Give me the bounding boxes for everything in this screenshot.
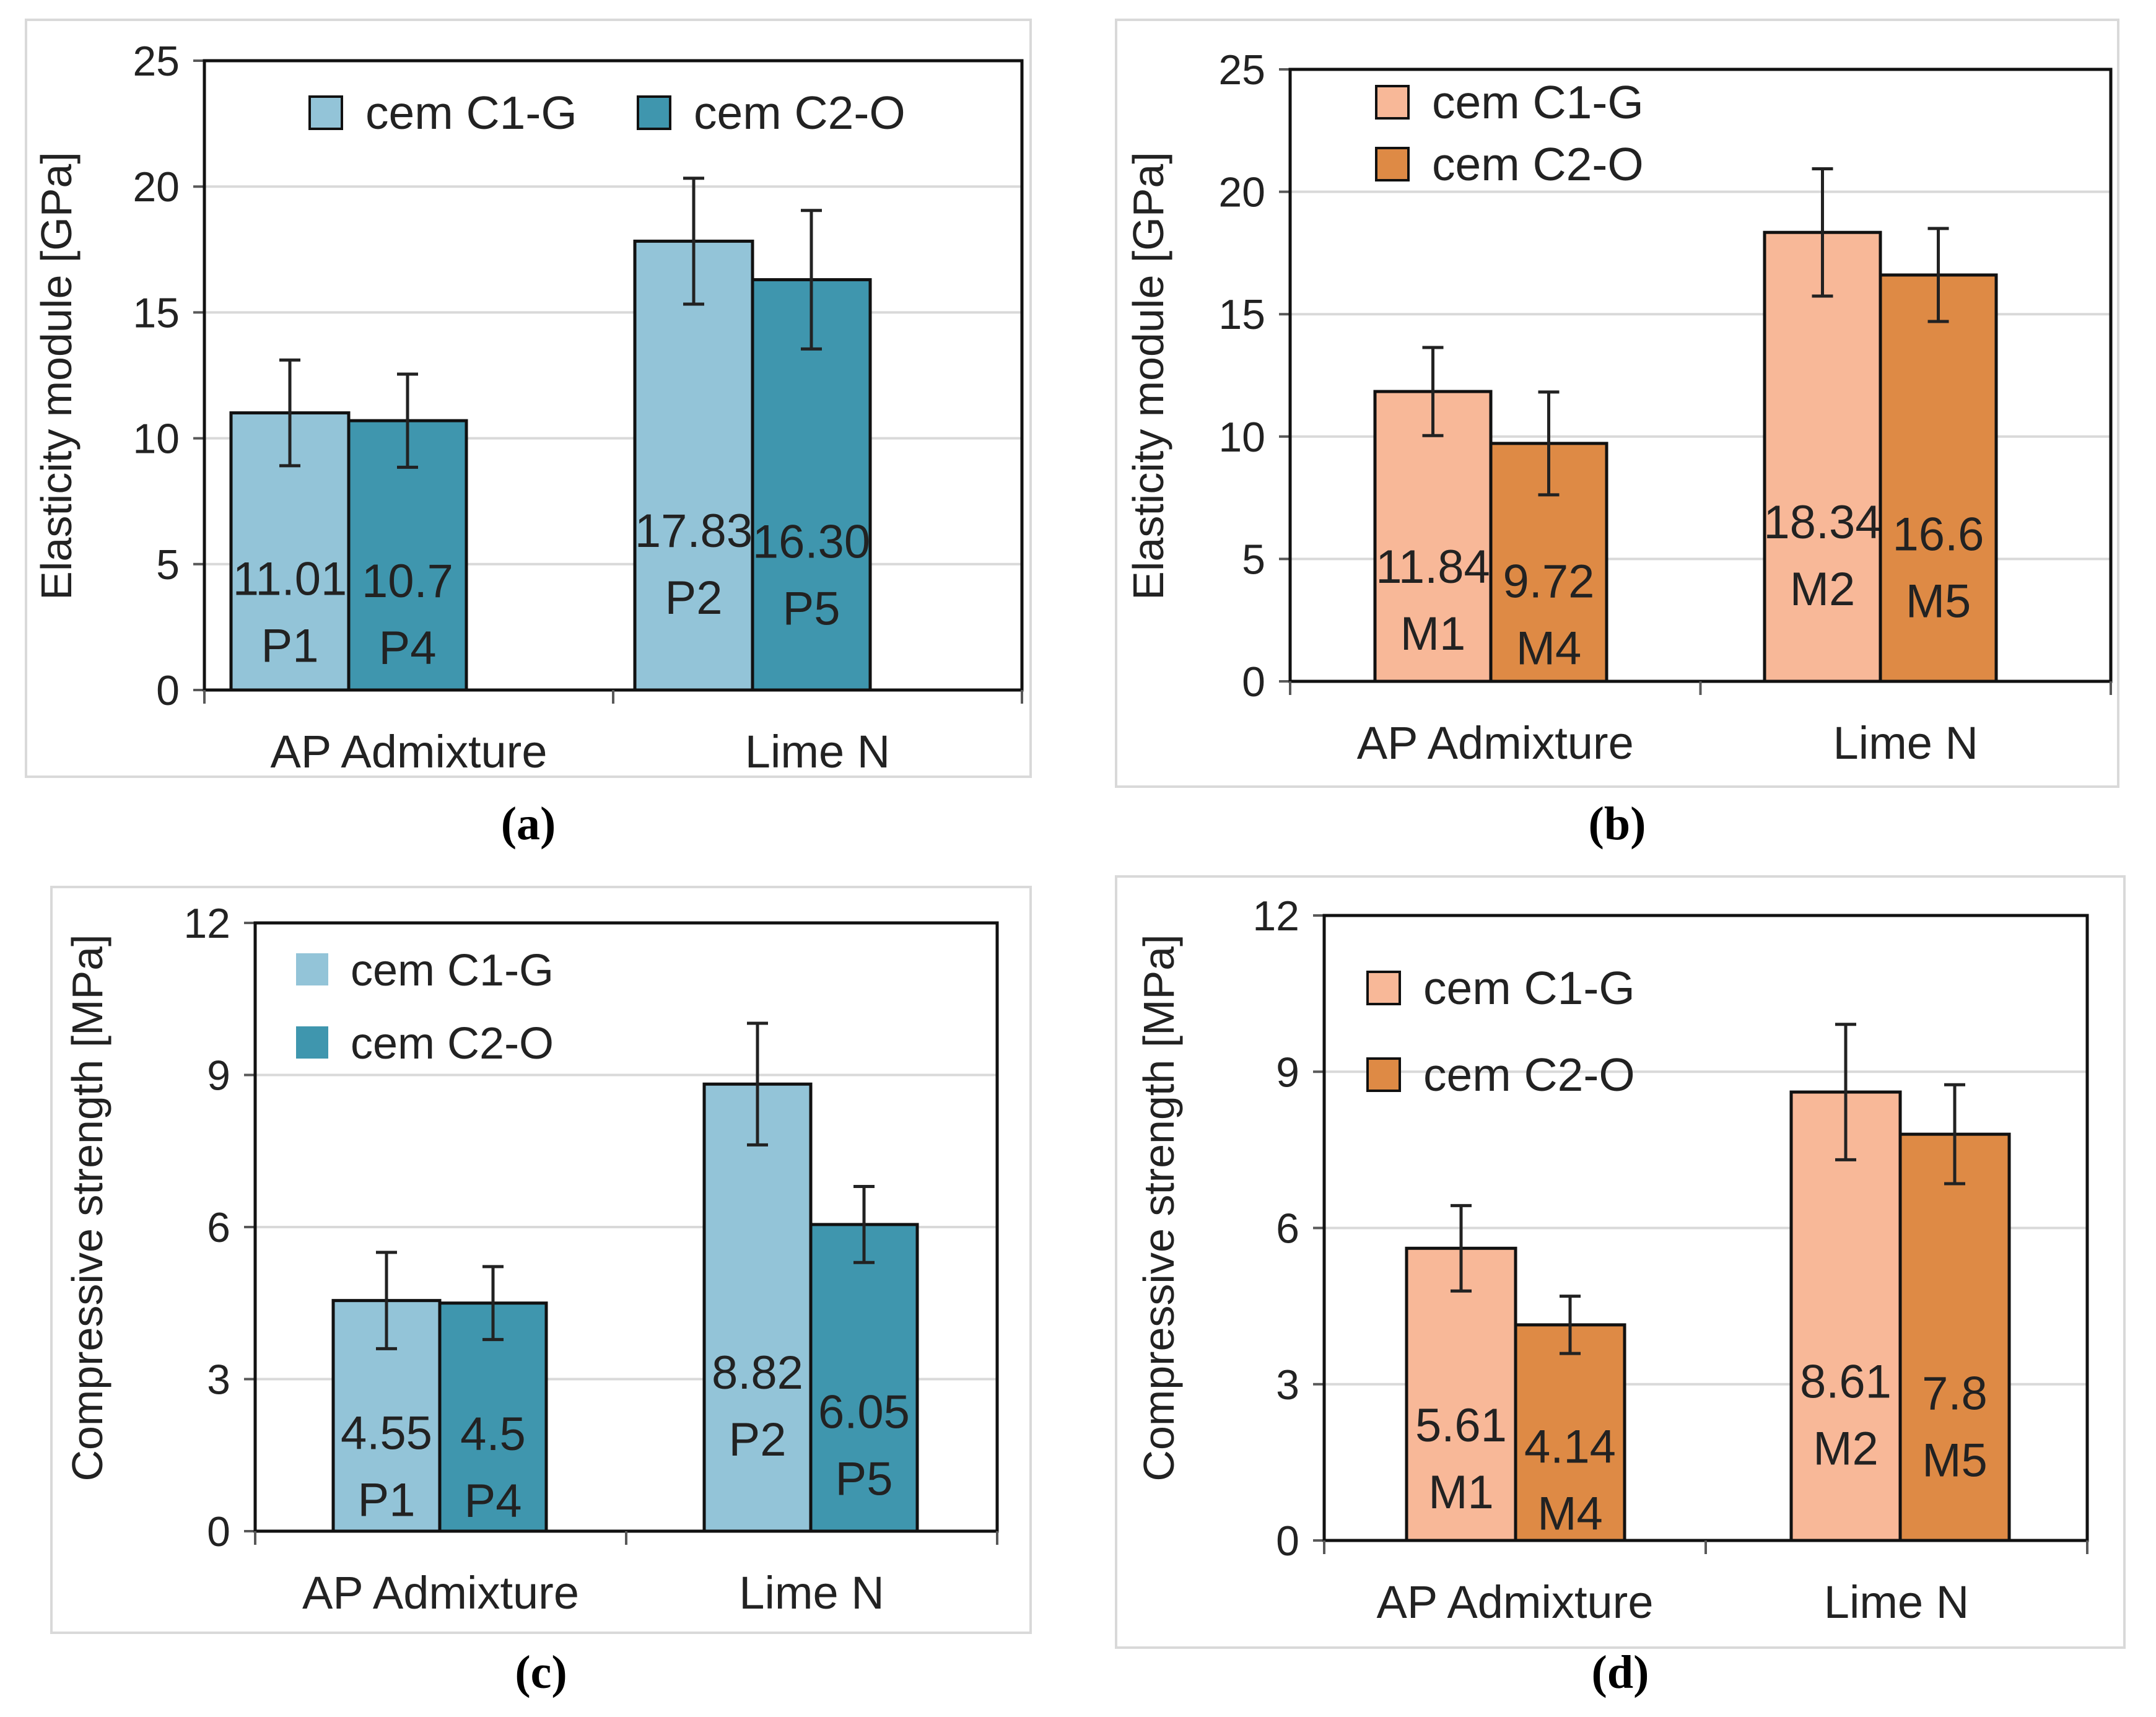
bar-specimen-label: M5: [1906, 575, 1971, 627]
bar-value-label: 6.05: [818, 1386, 910, 1438]
panel-caption: (b): [1589, 798, 1646, 850]
bar-value-label: 11.84: [1376, 541, 1490, 593]
y-tick-label: 3: [207, 1357, 230, 1404]
y-tick-label: 5: [156, 541, 180, 588]
bar-value-label: 18.34: [1763, 496, 1881, 549]
y-tick-label: 15: [133, 289, 180, 336]
bar-value-label: 5.61: [1415, 1399, 1507, 1452]
legend-label: cem C1-G: [365, 87, 577, 139]
legend-label: cem C2-O: [1432, 138, 1644, 190]
bar-specimen-label: P1: [261, 620, 319, 673]
legend-swatch: [1375, 85, 1410, 120]
y-tick-label: 10: [1218, 414, 1265, 461]
y-axis-label: Elasticity module [GPa]: [32, 152, 81, 600]
y-axis-label: Elasticity module [GPa]: [1124, 152, 1172, 600]
bar: [1405, 1246, 1517, 1542]
category-label: Lime N: [739, 1567, 884, 1619]
y-tick-label: 0: [1276, 1518, 1299, 1565]
bar-specimen-label: M4: [1537, 1488, 1603, 1540]
bar: [1898, 1132, 2011, 1542]
chart-panel-2: 0 5 10 15 20 25 11.84 M1 18.34 M2 9.72 M4 16.6 M5 AP A…: [1115, 19, 2119, 850]
panel-caption: (a): [501, 798, 556, 850]
y-tick-label: 25: [133, 38, 180, 85]
legend-label: cem C1-G: [1423, 962, 1635, 1014]
legend-swatch: [1375, 147, 1410, 181]
bar-value-label: 9.72: [1503, 555, 1595, 608]
legend-swatch: [308, 95, 343, 130]
y-tick-label: 0: [156, 667, 180, 714]
y-tick-label: 0: [1242, 658, 1265, 706]
y-tick-label: 3: [1276, 1361, 1299, 1409]
bar: [809, 1223, 919, 1533]
y-axis-label: Compressive strength [MPa]: [1135, 934, 1183, 1481]
legend-label: cem C2-O: [694, 87, 906, 139]
legend-label: cem C2-O: [351, 1019, 554, 1068]
bar-value-label: 11.01: [233, 553, 347, 606]
y-tick-label: 10: [133, 416, 180, 463]
bar-specimen-label: M1: [1428, 1466, 1494, 1519]
category-label: AP Admixture: [302, 1567, 579, 1619]
bar-specimen-label: P4: [465, 1475, 522, 1527]
y-tick-label: 12: [183, 900, 230, 947]
bar-specimen-label: M5: [1922, 1434, 1988, 1487]
bar-specimen-label: P5: [836, 1453, 893, 1505]
bar-specimen-label: P1: [358, 1474, 416, 1527]
chart-panel-4: 0 3 6 9 12 5.61 M1 8.61 M2 4.14 M4 7.8 M5 AP Admixtur…: [1115, 875, 2126, 1698]
bar-value-label: 4.14: [1524, 1421, 1616, 1474]
y-tick-label: 6: [1276, 1205, 1299, 1252]
category-label: AP Admixture: [1357, 717, 1634, 769]
bar-specimen-label: M2: [1813, 1422, 1879, 1475]
panel-caption: (c): [515, 1646, 567, 1698]
y-tick-label: 25: [1218, 46, 1265, 94]
category-label: Lime N: [745, 726, 890, 777]
bar-specimen-label: P4: [379, 622, 437, 675]
y-tick-label: 20: [133, 164, 180, 211]
bar-value-label: 4.55: [341, 1407, 432, 1460]
bar-value-label: 8.61: [1800, 1355, 1892, 1408]
category-label: Lime N: [1833, 717, 1978, 769]
y-tick-label: 15: [1218, 291, 1265, 338]
bar: [1763, 230, 1882, 683]
bar-value-label: 10.7: [362, 555, 453, 608]
legend-swatch: [296, 1026, 328, 1059]
y-tick-label: 9: [1276, 1049, 1299, 1096]
bar-value-label: 7.8: [1922, 1367, 1988, 1420]
chart-panel-3: 0 3 6 9 12 4.55 P1 8.82 P2 4.5 P4 6.05 P5 AP Admixtur…: [50, 886, 1032, 1698]
category-label: Lime N: [1824, 1576, 1969, 1628]
bar-specimen-label: M2: [1790, 563, 1856, 616]
legend-label: cem C2-O: [1423, 1049, 1635, 1101]
y-tick-label: 12: [1252, 893, 1299, 940]
bar-value-label: 17.83: [635, 505, 753, 557]
bar-specimen-label: M1: [1400, 608, 1466, 660]
bar-value-label: 16.6: [1893, 508, 1984, 561]
legend-label: cem C1-G: [351, 946, 554, 995]
bar-specimen-label: P5: [783, 583, 840, 636]
category-label: AP Admixture: [1377, 1576, 1654, 1628]
legend-swatch: [1366, 1057, 1401, 1092]
y-tick-label: 9: [207, 1052, 230, 1099]
y-axis-label: Compressive strength [MPa]: [63, 934, 111, 1481]
bar-value-label: 4.5: [460, 1408, 526, 1461]
bar: [1514, 1323, 1626, 1542]
bar-value-label: 16.30: [753, 516, 870, 569]
legend-swatch: [296, 953, 328, 985]
bar-specimen-label: P2: [729, 1413, 787, 1466]
legend-swatch: [1366, 971, 1401, 1005]
y-tick-label: 20: [1218, 169, 1265, 216]
panel-caption: (d): [1592, 1646, 1649, 1698]
y-tick-label: 5: [1242, 536, 1265, 583]
bar: [702, 1082, 813, 1533]
chart-panel-1: 0 5 10 15 20 25 11.01 P1 17.83 P2 10.7 P4 16.30 P5 AP …: [25, 19, 1032, 850]
bar: [1789, 1090, 1902, 1542]
legend-swatch: [637, 95, 671, 130]
y-tick-label: 6: [207, 1204, 230, 1251]
bar-specimen-label: P2: [665, 572, 723, 624]
bar-value-label: 8.82: [712, 1347, 803, 1399]
bar: [1879, 273, 1998, 683]
bar-specimen-label: M4: [1516, 622, 1582, 675]
y-tick-label: 0: [207, 1508, 230, 1555]
legend-label: cem C1-G: [1432, 76, 1644, 128]
category-label: AP Admixture: [271, 726, 548, 777]
